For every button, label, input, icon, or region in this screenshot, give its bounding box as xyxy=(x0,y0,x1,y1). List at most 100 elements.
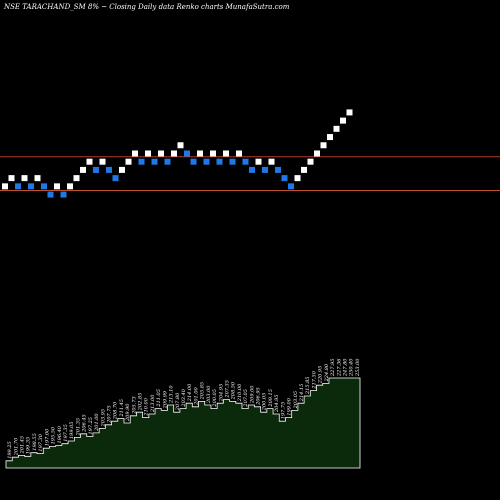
renko-brick xyxy=(288,183,294,190)
volume-value-label: 199.05 xyxy=(69,422,75,440)
renko-brick xyxy=(151,158,158,165)
volume-value-label: 200.05 xyxy=(262,393,268,412)
renko-brick xyxy=(223,150,229,157)
renko-brick xyxy=(34,175,41,182)
renko-brick xyxy=(314,150,320,157)
volume-value-label: 253.00 xyxy=(355,358,361,377)
reference-lines xyxy=(0,156,500,191)
volume-value-label: 197.00 xyxy=(44,428,50,446)
volume-value-label: 197.35 xyxy=(63,424,69,442)
volume-value-label: 224.80 xyxy=(324,363,330,382)
volume-value-label: 203.05 xyxy=(293,391,299,410)
renko-brick xyxy=(216,158,223,165)
renko-brick xyxy=(164,158,171,165)
renko-brick xyxy=(54,183,60,190)
renko-brick xyxy=(8,175,15,182)
volume-value-label: 197.25 xyxy=(88,417,94,435)
renko-brick xyxy=(80,166,86,173)
volume-value-label: 196.40 xyxy=(57,425,63,443)
volume-value-label: 199.35 xyxy=(26,437,32,455)
volume-value-label: 203.95 xyxy=(100,409,106,428)
volume-value-label: 220.95 xyxy=(318,366,324,385)
volume-value-label: 217.50 xyxy=(311,370,317,389)
volume-value-label: 203.40 xyxy=(181,388,187,407)
volume-value-label: 250.40 xyxy=(349,358,355,377)
renko-brick xyxy=(203,158,210,165)
renko-brick xyxy=(197,150,203,157)
volume-value-label: 210.00 xyxy=(237,383,243,402)
volume-value-label: 209.00 xyxy=(249,385,255,404)
renko-brick xyxy=(132,150,138,157)
volume-area-path xyxy=(5,377,361,469)
renko-brick xyxy=(320,142,327,149)
volume-value-label: 208.70 xyxy=(113,401,119,420)
volume-value-label: 207.35 xyxy=(224,380,230,399)
volume-value-label: 211.05 xyxy=(156,389,162,408)
volume-value-label: 209.15 xyxy=(268,389,274,408)
renko-brick xyxy=(106,166,112,173)
volume-value-label: 204.95 xyxy=(218,384,224,403)
volume-value-label: 198.55 xyxy=(32,433,38,451)
renko-brick xyxy=(2,183,8,190)
volume-value-label: 209.99 xyxy=(162,390,168,409)
volume-value-label: 208.50 xyxy=(231,381,237,400)
volume-value-label: 205.85 xyxy=(200,382,206,401)
volume-value-label: 215.85 xyxy=(305,377,311,396)
renko-brick xyxy=(301,166,307,173)
volume-value-label: 201.35 xyxy=(75,418,81,437)
volume-value-label: 201.00 xyxy=(94,413,100,432)
renko-brick xyxy=(41,183,47,190)
renko-brick xyxy=(158,150,164,157)
volume-value-label: 201.45 xyxy=(20,436,26,455)
renko-brick xyxy=(294,175,301,182)
volume-value-label: 227.36 xyxy=(336,358,342,377)
renko-brick xyxy=(327,134,333,141)
volume-value-label: 199.25 xyxy=(7,441,13,459)
volume-value-label: 203.00 xyxy=(206,385,212,404)
volume-value-label: 199.00 xyxy=(287,397,293,415)
renko-brick xyxy=(28,183,34,190)
renko-brick xyxy=(190,158,197,165)
volume-value-label: 210.00 xyxy=(144,397,150,416)
renko-bricks xyxy=(2,109,353,198)
renko-brick xyxy=(242,158,249,165)
renko-brick xyxy=(99,158,106,165)
renko-brick xyxy=(229,158,236,165)
renko-brick xyxy=(60,191,67,198)
renko-brick xyxy=(281,175,288,182)
renko-brick xyxy=(210,150,216,157)
volume-value-label: 209.90 xyxy=(125,403,131,422)
volume-value-label: 202.85 xyxy=(138,393,144,412)
renko-brick xyxy=(15,183,21,190)
renko-brick xyxy=(340,117,346,124)
renko-brick xyxy=(255,158,262,165)
volume-area: 199.25 201.70 201.45 199.35 198.55 197.30 197.… xyxy=(5,358,361,469)
renko-brick xyxy=(125,158,132,165)
volume-value-label: 206.45 xyxy=(82,414,88,433)
renko-brick xyxy=(21,175,28,182)
volume-value-label: 195.50 xyxy=(51,426,57,444)
renko-brick xyxy=(307,158,314,165)
volume-value-label: 204.95 xyxy=(274,395,280,414)
renko-brick xyxy=(67,183,73,190)
volume-value-label: 211.45 xyxy=(119,399,125,418)
renko-brick xyxy=(249,166,255,173)
volume-value-label: 201.70 xyxy=(13,437,19,456)
renko-brick xyxy=(145,150,151,157)
renko-brick xyxy=(262,166,268,173)
renko-brick xyxy=(333,125,340,132)
volume-value-label: 207.80 xyxy=(175,392,181,411)
renko-brick xyxy=(171,150,177,157)
renko-brick xyxy=(93,166,99,173)
renko-brick xyxy=(112,175,119,182)
renko-brick xyxy=(184,150,190,157)
volume-value-label: 213.00 xyxy=(150,394,156,413)
volume-value-label: 201.00 xyxy=(193,386,199,405)
renko-brick xyxy=(177,142,184,149)
renko-brick xyxy=(119,166,125,173)
renko-brick xyxy=(73,175,80,182)
renko-brick xyxy=(275,166,281,173)
volume-value-label: 207.75 xyxy=(106,405,112,424)
volume-value-label: 197.75 xyxy=(280,402,286,420)
